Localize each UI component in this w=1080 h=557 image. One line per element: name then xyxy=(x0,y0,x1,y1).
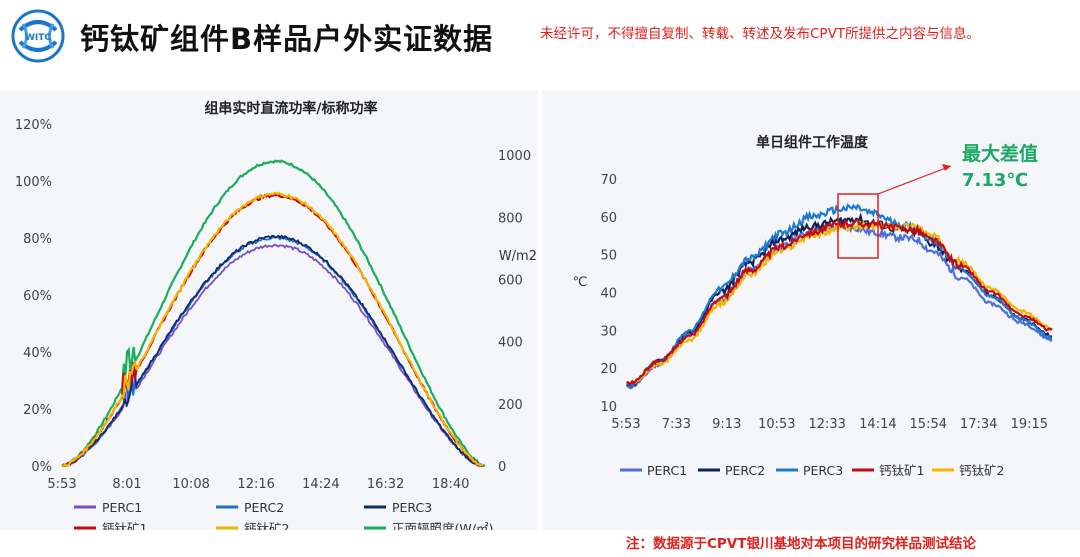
chart-title: 单日组件工作温度 xyxy=(756,134,869,151)
y-tick-label: 40 xyxy=(600,287,617,302)
series-line-PERC2 xyxy=(62,236,483,467)
y2-tick-label: 400 xyxy=(498,336,523,351)
x-tick-label: 14:24 xyxy=(302,477,339,492)
series-line-PERC1 xyxy=(61,243,482,467)
x-tick-label: 15:54 xyxy=(910,417,947,432)
x-tick-label: 17:34 xyxy=(960,417,997,432)
x-tick-label: 5:53 xyxy=(611,417,640,432)
y2-tick-label: 0 xyxy=(498,460,506,475)
series-line-正面辐照度(W/㎡) xyxy=(61,159,486,468)
legend-label: PERC1 xyxy=(647,463,687,478)
arrow-head-icon xyxy=(942,164,951,171)
legend-label: 正面辐照度(W/㎡) xyxy=(392,521,493,530)
series-line-钙钛矿2 xyxy=(626,219,1053,385)
y-tick-label: 20 xyxy=(600,362,617,377)
x-tick-label: 5:53 xyxy=(47,477,76,492)
x-tick-label: 16:32 xyxy=(367,477,404,492)
series-line-钙钛矿2 xyxy=(61,191,484,468)
y-tick-label: 30 xyxy=(600,324,617,339)
y-tick-label: 50 xyxy=(600,249,617,264)
chart-title: 组串实时直流功率/标称功率 xyxy=(204,100,377,117)
max-diff-highlight-box xyxy=(837,193,879,259)
annotation-value: 7.13℃ xyxy=(962,170,1028,191)
y-tick-label: 10 xyxy=(600,400,617,415)
legend-label: 钙钛矿2 xyxy=(244,521,289,530)
x-tick-label: 7:33 xyxy=(662,417,691,432)
series-line-PERC3 xyxy=(626,203,1053,387)
y2-tick-label: 600 xyxy=(498,273,523,288)
temperature-chart: 单日组件工作温度 ℃ 10 20 30 40 50 60 70 5:53 7:33 9:13 10… xyxy=(573,134,1053,478)
header: WITC 钙钛矿组件B样品户外实证数据 未经许可，不得擅自复制、转载、转述及发布… xyxy=(0,0,1080,72)
series-line-钙钛矿1 xyxy=(625,218,1053,387)
y2-tick-label: 800 xyxy=(498,211,523,226)
copyright-notice: 未经许可，不得擅自复制、转载、转述及发布CPVT所提供之内容与信息。 xyxy=(540,26,981,42)
x-tick-label: 18:40 xyxy=(432,477,469,492)
y-tick-label: 60% xyxy=(23,289,52,304)
page-title: 钙钛矿组件B样品户外实证数据 xyxy=(80,22,494,56)
series-line-PERC3 xyxy=(62,234,483,467)
annotation-label: 最大差值 xyxy=(962,142,1038,165)
svg-text:WITC: WITC xyxy=(25,33,51,43)
y-tick-label: 80% xyxy=(23,232,52,247)
y-tick-label: 70 xyxy=(600,173,617,188)
series-line-PERC1 xyxy=(626,222,1053,390)
y-tick-label: 20% xyxy=(23,403,52,418)
y2-tick-label: 200 xyxy=(498,398,523,413)
legend-label: PERC1 xyxy=(102,500,142,515)
x-tick-label: 12:16 xyxy=(237,477,274,492)
legend-label: PERC2 xyxy=(725,463,765,478)
legend-label: 钙钛矿1 xyxy=(879,463,924,478)
x-tick-label: 8:01 xyxy=(112,477,141,492)
x-tick-label: 10:08 xyxy=(172,477,209,492)
x-tick-label: 14:14 xyxy=(859,417,896,432)
legend-label: PERC3 xyxy=(392,500,432,515)
witc-logo-icon: WITC xyxy=(11,9,65,63)
y-tick-label: 40% xyxy=(23,346,52,361)
annotation-arrow xyxy=(877,165,952,195)
legend-label: PERC3 xyxy=(803,463,843,478)
x-tick-label: 9:13 xyxy=(712,417,741,432)
power-ratio-chart: 组串实时直流功率/标称功率 W/m2 0% 20% 40% 60% 80% 100% 120… xyxy=(15,100,537,530)
footnote: 注：数据源于CPVT银川基地对本项目的研究样品测试结论 xyxy=(626,536,976,552)
x-tick-label: 10:53 xyxy=(758,417,795,432)
x-tick-label: 19:15 xyxy=(1011,417,1048,432)
legend-label: PERC2 xyxy=(244,500,284,515)
legend-label: 钙钛矿2 xyxy=(959,463,1004,478)
y-tick-label: 100% xyxy=(15,175,52,190)
y2-axis-label: W/m2 xyxy=(499,249,537,264)
series-line-钙钛矿1 xyxy=(61,192,484,467)
right-panel-background xyxy=(542,90,1080,530)
legend-label: 钙钛矿1 xyxy=(102,521,147,530)
y-tick-label: 60 xyxy=(600,211,617,226)
y2-tick-label: 1000 xyxy=(498,149,531,164)
x-tick-label: 12:33 xyxy=(808,417,845,432)
y-tick-label: 0% xyxy=(31,460,52,475)
y-tick-label: 120% xyxy=(15,118,52,133)
y-axis-label: ℃ xyxy=(573,275,588,290)
